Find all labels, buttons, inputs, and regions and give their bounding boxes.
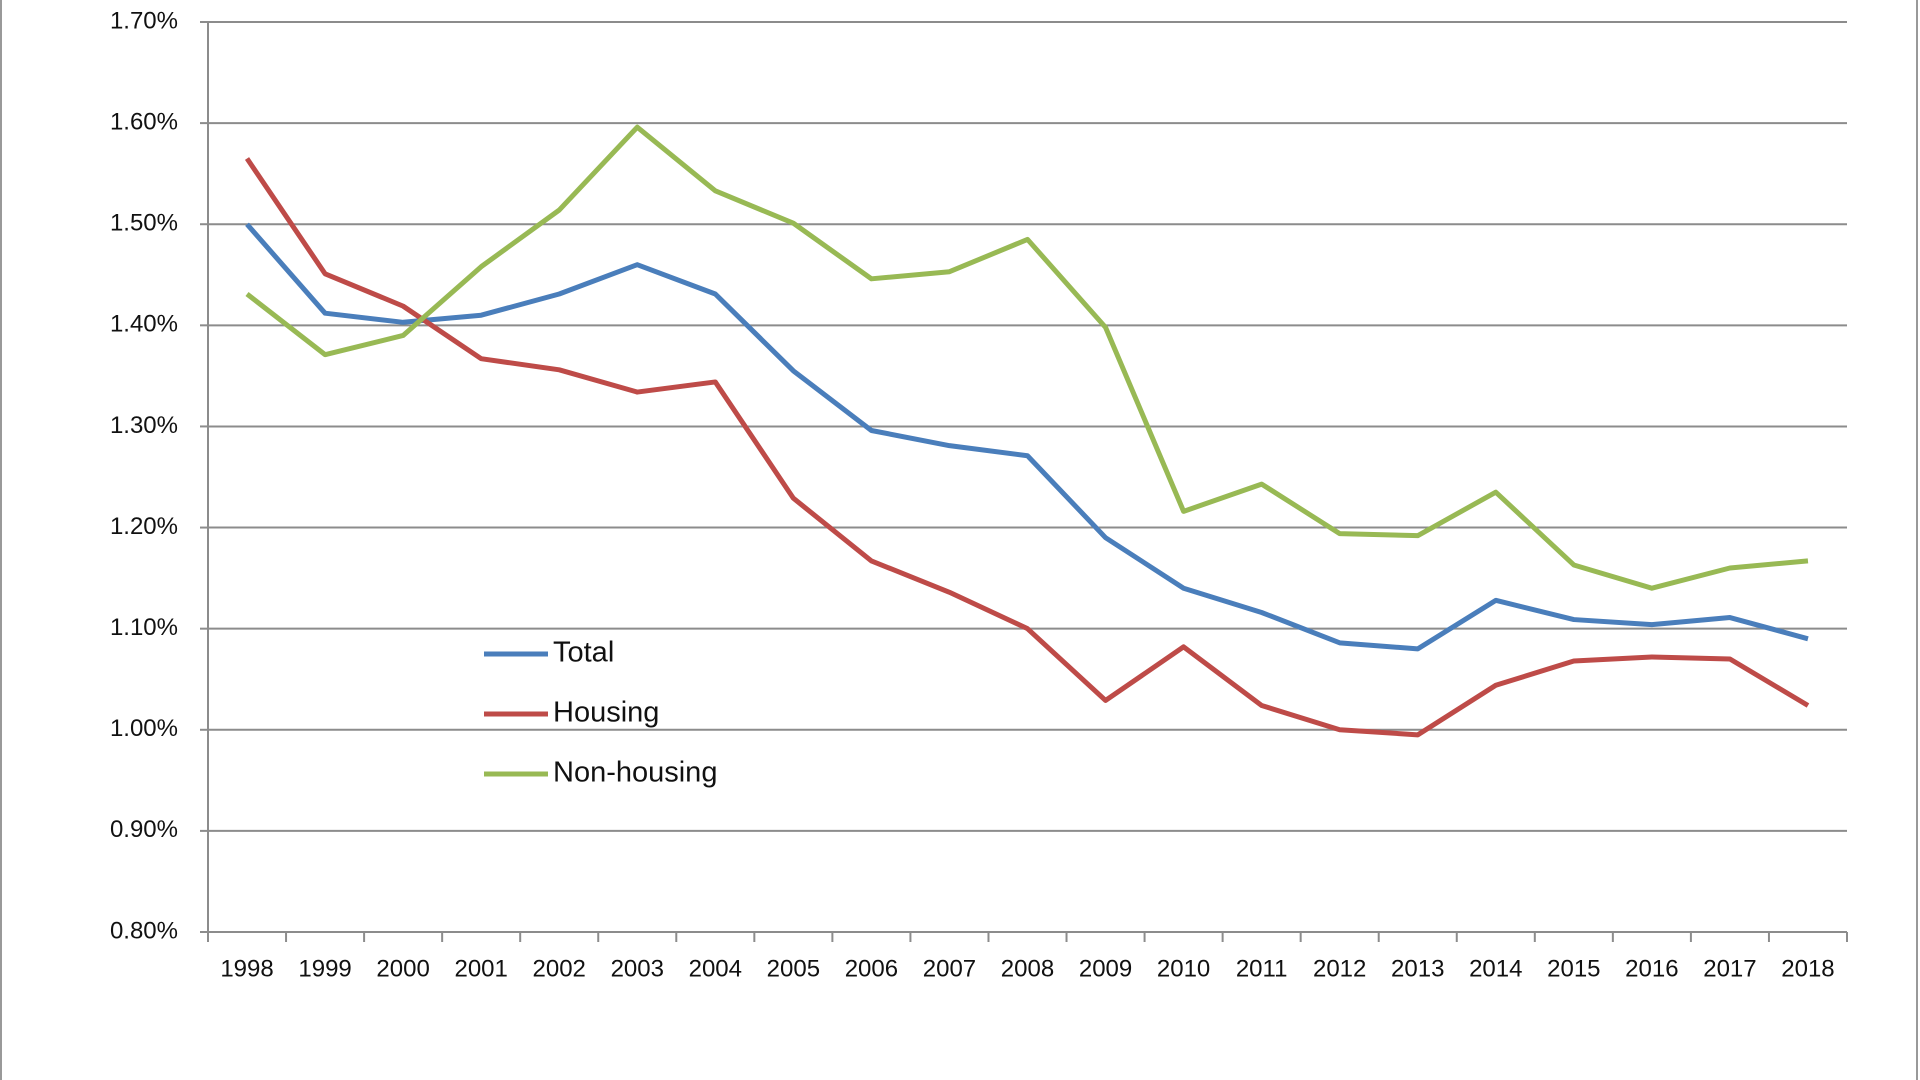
x-tick-label: 2007 xyxy=(923,955,976,982)
x-tick-label: 2000 xyxy=(376,955,429,982)
x-tick-label: 2012 xyxy=(1313,955,1366,982)
y-tick-label: 1.20% xyxy=(110,513,178,540)
x-tick-label: 1998 xyxy=(220,955,273,982)
y-tick-label: 1.60% xyxy=(110,108,178,135)
x-tick-label: 2017 xyxy=(1703,955,1756,982)
legend-label: Non-housing xyxy=(553,757,717,789)
x-tick-label: 2008 xyxy=(1001,955,1054,982)
series-line xyxy=(244,157,1810,738)
series-line xyxy=(245,124,1809,591)
y-tick-label: 1.40% xyxy=(110,311,178,338)
series-line xyxy=(245,222,1809,652)
x-tick-label: 1999 xyxy=(298,955,351,982)
y-tick-label: 0.90% xyxy=(110,816,178,843)
y-tick-label: 1.70% xyxy=(110,7,178,34)
x-tick-label: 2004 xyxy=(689,955,742,982)
x-tick-label: 2006 xyxy=(845,955,898,982)
y-tick-label: 1.30% xyxy=(110,412,178,439)
x-tick-label: 2015 xyxy=(1547,955,1600,982)
x-tick-label: 2016 xyxy=(1625,955,1678,982)
legend-label: Housing xyxy=(553,697,659,729)
x-tick-label: 2010 xyxy=(1157,955,1210,982)
x-tick-label: 2018 xyxy=(1781,955,1834,982)
x-tick-label: 2011 xyxy=(1236,955,1288,982)
x-tick-label: 2002 xyxy=(533,955,586,982)
y-tick-label: 1.50% xyxy=(110,210,178,237)
x-tick-label: 2001 xyxy=(454,955,507,982)
x-tick-label: 2014 xyxy=(1469,955,1522,982)
x-tick-label: 2013 xyxy=(1391,955,1444,982)
y-tick-label: 0.80% xyxy=(110,917,178,944)
y-tick-label: 1.00% xyxy=(110,715,178,742)
legend-label: Total xyxy=(553,637,614,669)
x-tick-label: 2009 xyxy=(1079,955,1132,982)
x-tick-label: 2005 xyxy=(767,955,820,982)
y-tick-label: 1.10% xyxy=(110,614,178,641)
x-tick-label: 2003 xyxy=(611,955,664,982)
